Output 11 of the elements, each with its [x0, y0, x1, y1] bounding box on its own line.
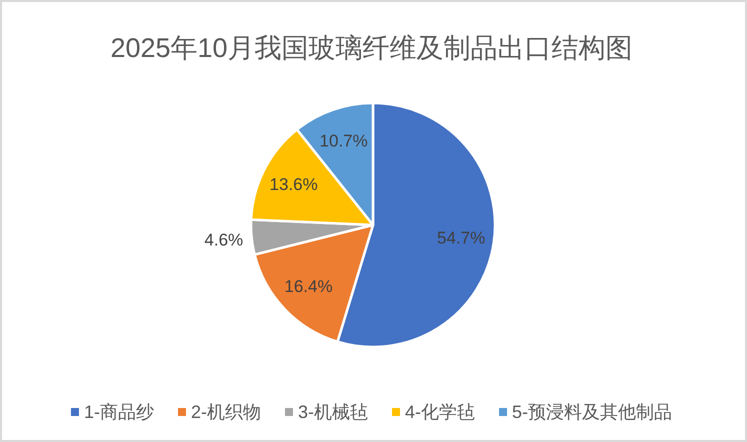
legend-label: 2-机织物	[190, 402, 261, 422]
data-label: 4.6%	[204, 230, 244, 250]
data-label: 54.7%	[436, 228, 486, 248]
chart-title: 2025年10月我国玻璃纤维及制品出口结构图	[110, 33, 633, 63]
legend-label: 4-化学毡	[405, 402, 476, 422]
data-label: 13.6%	[270, 175, 318, 194]
legend-label: 1-商品纱	[84, 402, 154, 422]
legend-label: 3-机械毡	[298, 402, 368, 422]
legend-label: 5-预浸料及其他制品	[512, 402, 672, 422]
data-label: 16.4%	[284, 276, 333, 296]
data-label: 10.7%	[320, 131, 368, 150]
